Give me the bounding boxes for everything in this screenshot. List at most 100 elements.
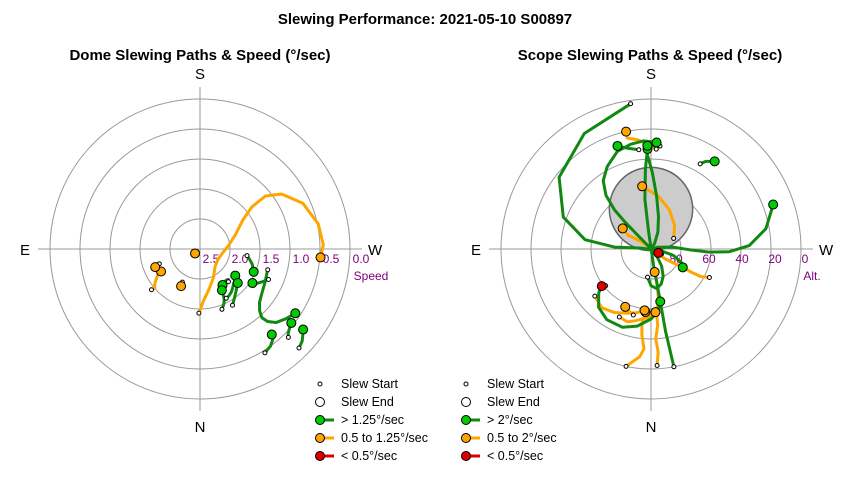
scope-slew-end-marker-fast <box>709 156 720 167</box>
dome-slew-end-marker-medium <box>315 252 326 263</box>
dome-slew-end-marker-fast <box>232 278 243 289</box>
dome-slew-start-marker <box>196 310 202 316</box>
scope-slew-end-marker-fast <box>612 140 623 151</box>
dome-dir-top: S <box>195 66 205 83</box>
dome-legend-fast-marker <box>315 415 325 425</box>
dome-slew-end-marker-fast <box>290 308 301 319</box>
dome-radial-tick-label: 1.0 <box>293 252 310 266</box>
scope-dir-top: S <box>646 66 656 83</box>
dome-polar-grid <box>38 87 362 411</box>
dome-slew-start-marker <box>285 334 291 340</box>
dome-dir-left: E <box>20 242 30 259</box>
dome-slew-start-marker <box>244 253 250 259</box>
scope-slew-start-marker <box>653 146 659 152</box>
dome-slew-path-medium <box>197 192 325 315</box>
scope-legend-fast-label: > 2°/sec <box>487 413 533 427</box>
scope-slew-path-medium <box>624 310 647 368</box>
scope-slew-start-marker <box>623 363 629 369</box>
dome-slew-end-marker-fast <box>298 324 309 335</box>
dome-slew-start-marker <box>266 277 272 283</box>
dome-legend-end-symbol <box>315 397 325 407</box>
scope-polar-chart: Scope Slewing Paths & Speed (°/sec) S N E W… <box>461 47 834 463</box>
dome-slew-end-marker-medium <box>190 248 201 259</box>
dome-radial-tick-label: 2.0 <box>232 252 249 266</box>
dome-slew-end-marker-fast <box>216 285 227 296</box>
scope-slew-paths <box>557 101 779 370</box>
dome-radial-tick-label: 0.5 <box>323 252 340 266</box>
figure-title: Slewing Performance: 2021-05-10 S00897 <box>278 11 572 28</box>
scope-legend-start-symbol <box>463 381 469 387</box>
scope-slew-start-marker <box>671 235 677 241</box>
scope-slew-end-marker-slow <box>653 247 664 258</box>
scope-slew-start-marker <box>616 314 622 320</box>
dome-radial-axis-label: Speed <box>354 269 389 283</box>
dome-slew-start-marker <box>262 350 268 356</box>
scope-legend: Slew Start Slew End > 2°/sec 0.5 to 2°/sec <… <box>461 377 557 463</box>
dome-legend-slow-label: < 0.5°/sec <box>341 449 397 463</box>
scope-slew-start-marker <box>706 274 712 280</box>
dome-legend-medium-label: 0.5 to 1.25°/sec <box>341 431 428 445</box>
dome-slew-end-marker-fast <box>266 329 277 340</box>
scope-radial-axis-label: Alt. <box>803 269 820 283</box>
scope-legend-slow-marker <box>461 451 471 461</box>
dome-legend-slow-marker <box>315 451 325 461</box>
dome-radial-tick-label: 1.5 <box>263 252 280 266</box>
dome-dir-right: W <box>368 242 383 259</box>
scope-slew-path-medium <box>593 294 647 315</box>
scope-slew-start-marker <box>654 363 660 369</box>
scope-radial-tick-label: 40 <box>735 252 749 266</box>
dome-polar-chart: Dome Slewing Paths & Speed (°/sec) SNE W … <box>20 47 428 463</box>
scope-slew-end-marker-fast <box>651 137 662 148</box>
scope-slew-end-marker-fast <box>677 262 688 273</box>
dome-dir-bottom: N <box>195 419 206 436</box>
dome-slew-start-marker <box>230 302 235 308</box>
dome-slew-start-marker <box>219 306 225 312</box>
scope-legend-end-label: Slew End <box>487 395 540 409</box>
scope-legend-medium-marker <box>461 433 471 443</box>
dome-legend-start-symbol <box>317 381 323 387</box>
dome-legend-start-label: Slew Start <box>341 377 398 391</box>
dome-compass-labels: S N E W <box>20 66 383 436</box>
scope-slew-start-marker <box>671 364 677 370</box>
dome-radial-tick-label: 0.0 <box>353 252 370 266</box>
scope-legend-slow-label: < 0.5°/sec <box>487 449 543 463</box>
scope-legend-end-symbol <box>461 397 471 407</box>
scope-slew-path-fast <box>644 147 775 254</box>
dome-legend-end-label: Slew End <box>341 395 394 409</box>
scope-slew-end-marker-medium <box>650 307 661 318</box>
scope-slew-end-marker-medium <box>621 126 632 137</box>
scope-radial-tick-label: 20 <box>768 252 782 266</box>
dome-slew-end-marker-medium <box>176 281 187 292</box>
scope-slew-start-marker <box>636 147 642 153</box>
dome-slew-path-fast <box>258 268 297 324</box>
dome-slew-start-marker <box>296 345 302 351</box>
dome-slew-end-marker-fast <box>247 278 258 289</box>
dome-slew-start-marker <box>148 287 154 293</box>
scope-radial-tick-label: 60 <box>702 252 716 266</box>
scope-slew-end-marker-fast <box>768 199 779 210</box>
dome-slew-end-marker-medium <box>150 262 161 273</box>
dome-chart-title: Dome Slewing Paths & Speed (°/sec) <box>69 47 330 64</box>
scope-slew-end-marker-medium <box>617 223 628 234</box>
scope-slew-start-marker <box>645 274 651 280</box>
dome-slew-end-marker-fast <box>248 266 259 277</box>
dome-legend-medium-marker <box>315 433 325 443</box>
scope-slew-start-marker <box>592 293 598 299</box>
scope-slew-end-marker-fast <box>642 140 653 151</box>
scope-slew-start-marker <box>628 101 634 107</box>
dome-slew-start-marker <box>265 267 271 273</box>
scope-slew-end-marker-slow <box>596 281 607 292</box>
dome-slew-paths <box>148 192 326 356</box>
dome-slew-end-marker-fast <box>286 317 297 328</box>
scope-compass-labels: S N E W <box>471 66 834 436</box>
scope-slew-end-marker-medium <box>637 181 648 192</box>
scope-slew-end-marker-medium <box>620 301 631 312</box>
dome-legend-fast-label: > 1.25°/sec <box>341 413 404 427</box>
scope-dir-left: E <box>471 242 481 259</box>
scope-chart-title: Scope Slewing Paths & Speed (°/sec) <box>518 47 782 64</box>
dome-slew-start-marker <box>223 295 229 301</box>
scope-radial-tick-label: 0 <box>802 252 809 266</box>
